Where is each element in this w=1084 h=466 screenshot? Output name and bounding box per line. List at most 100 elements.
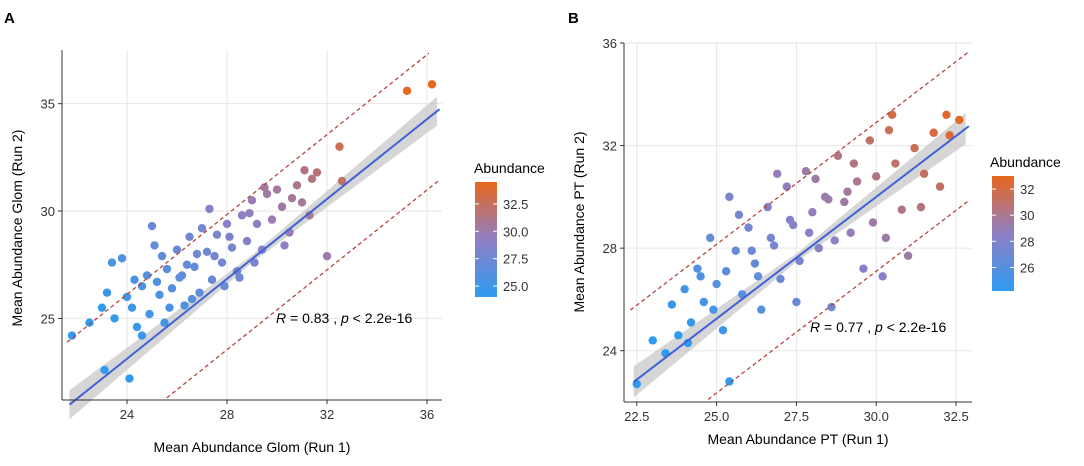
- legend-title: Abundance: [474, 160, 545, 176]
- data-point: [125, 374, 134, 383]
- legend-tick-label: 26: [1020, 260, 1034, 275]
- regression-line: [68, 108, 441, 406]
- fit-lines: [66, 52, 441, 406]
- panel-b: B 22.5 25.0 27.5 30.0 32.5 24 28 32 36 Mean Abu…: [568, 10, 1061, 447]
- data-point: [267, 215, 277, 224]
- y-tick-label: 32: [603, 139, 617, 154]
- data-point: [801, 167, 811, 176]
- x-tick-labels: 22.5 25.0 27.5 30.0 32.5: [624, 402, 969, 424]
- y-tick-label: 36: [603, 36, 617, 51]
- data-point: [260, 183, 269, 192]
- data-point: [769, 241, 779, 250]
- legend-colorbar: [992, 176, 1014, 291]
- data-point: [262, 189, 272, 199]
- data-point: [190, 262, 199, 272]
- data-point: [712, 279, 721, 289]
- panel-label-b: B: [568, 10, 579, 27]
- data-point: [696, 272, 705, 281]
- r-symbol: R: [810, 319, 820, 335]
- p-symbol: p: [874, 319, 883, 335]
- r-value: = 0.77 ,: [820, 319, 875, 335]
- data-point: [137, 331, 147, 340]
- legend: Abundance 32 30 28 26: [990, 154, 1061, 291]
- panel-a: A 24 28 32 36 25 30 35 Mean Abundance Glom (R…: [4, 10, 545, 455]
- data-point: [929, 128, 938, 137]
- data-point: [935, 182, 945, 191]
- data-point: [180, 301, 189, 310]
- data-point: [252, 219, 262, 229]
- data-point: [152, 277, 162, 287]
- data-point: [237, 211, 247, 220]
- data-point: [674, 331, 683, 340]
- data-point: [919, 169, 929, 178]
- p-value: < 2.2e-16: [883, 319, 947, 335]
- regression-line: [632, 125, 970, 383]
- x-tick-label: 32: [320, 407, 334, 422]
- p-value: < 2.2e-16: [349, 310, 413, 326]
- data-point: [683, 338, 693, 348]
- legend-tick-label: 28: [1020, 234, 1034, 249]
- data-point: [706, 233, 715, 243]
- data-point: [132, 322, 142, 332]
- y-tick-label: 35: [41, 97, 55, 112]
- data-point: [280, 241, 289, 250]
- data-point: [192, 249, 202, 259]
- data-point: [102, 288, 112, 297]
- data-point: [162, 264, 172, 274]
- data-point: [227, 243, 237, 252]
- data-point: [830, 236, 839, 245]
- data-point: [750, 259, 760, 268]
- x-tick-label: 22.5: [624, 409, 649, 424]
- data-point: [843, 187, 852, 196]
- data-point: [849, 159, 859, 168]
- data-point: [225, 232, 234, 242]
- data-point: [182, 260, 192, 269]
- x-tick-label: 32.5: [943, 409, 968, 424]
- x-tick-label: 36: [420, 407, 434, 422]
- data-point: [725, 377, 734, 386]
- data-point: [782, 182, 792, 191]
- data-point: [648, 336, 657, 345]
- data-point: [427, 80, 437, 89]
- y-tick-label: 25: [41, 311, 55, 326]
- data-point: [887, 110, 897, 120]
- data-point: [773, 169, 782, 178]
- data-point: [776, 274, 785, 284]
- data-point: [235, 273, 244, 282]
- r-symbol: R: [276, 310, 286, 326]
- legend: Abundance 32.5 30.0 27.5 25.0: [474, 160, 545, 297]
- data-point: [942, 110, 951, 120]
- x-axis-label: Mean Abundance Glom (Run 1): [154, 439, 351, 455]
- data-point: [916, 202, 926, 212]
- data-point: [945, 131, 954, 140]
- data-point: [337, 176, 347, 186]
- data-point: [207, 275, 217, 284]
- stats-annotation: R = 0.83 , p < 2.2e-16: [276, 310, 412, 326]
- data-point: [827, 302, 836, 312]
- legend-tick-label: 30: [1020, 208, 1034, 223]
- data-point: [808, 208, 817, 217]
- data-point: [117, 254, 127, 263]
- data-point: [297, 198, 307, 207]
- data-point: [212, 230, 222, 239]
- data-point: [667, 300, 677, 309]
- data-point: [122, 292, 132, 302]
- data-point: [187, 294, 197, 304]
- data-point: [222, 219, 232, 229]
- data-point: [107, 258, 117, 267]
- data-point: [840, 197, 849, 207]
- lower-prediction-line: [707, 200, 970, 400]
- upper-prediction-line: [629, 51, 970, 311]
- upper-prediction-line: [66, 52, 430, 343]
- data-point: [137, 281, 147, 291]
- data-point: [247, 196, 257, 205]
- data-point: [160, 318, 169, 327]
- data-point: [312, 168, 322, 177]
- x-tick-label: 27.5: [784, 409, 809, 424]
- data-point: [305, 211, 314, 220]
- data-point: [220, 281, 229, 291]
- data-point: [804, 228, 814, 237]
- data-point: [811, 174, 820, 184]
- data-point: [766, 233, 776, 243]
